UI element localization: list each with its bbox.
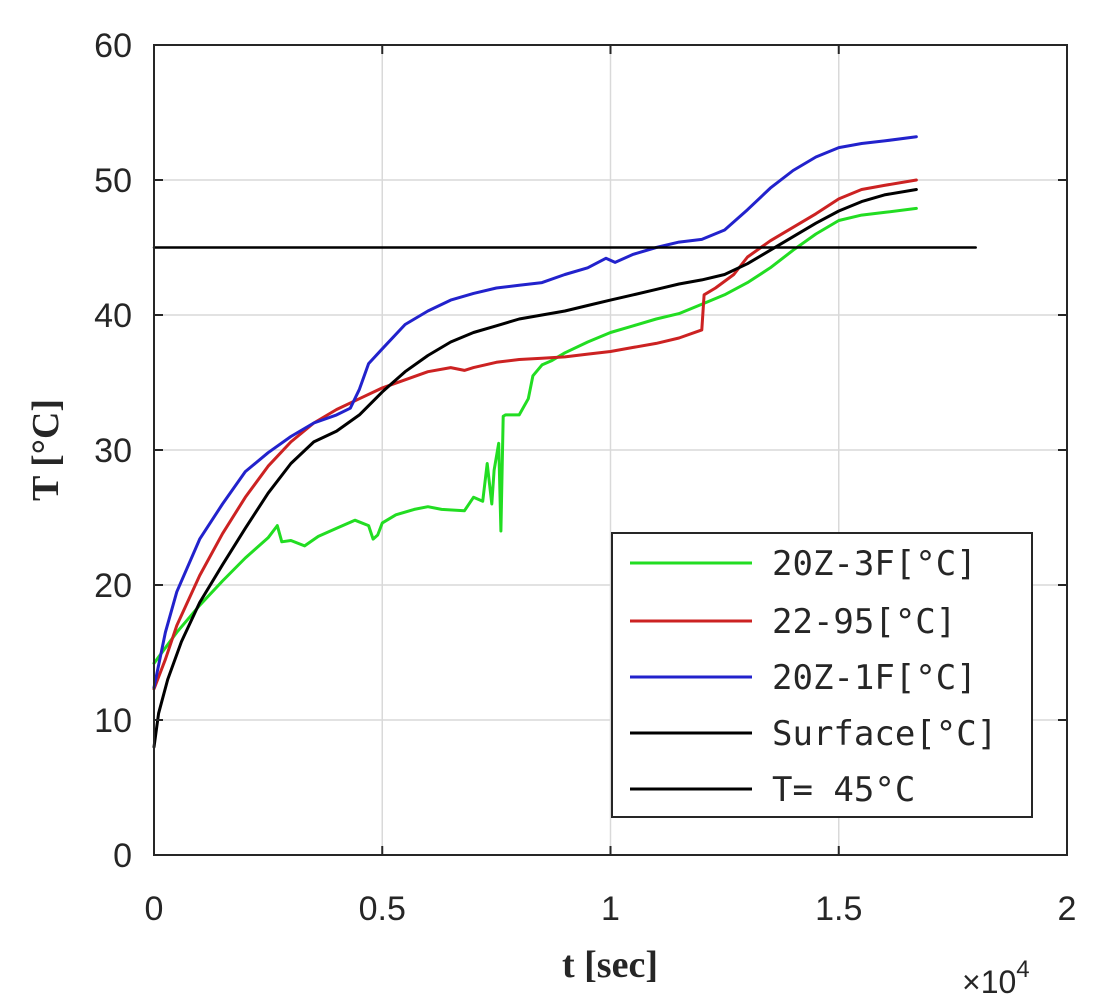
y-tick-label: 50 [94,162,132,200]
y-tick-label: 60 [94,27,132,65]
x-tick-label: 0.5 [359,890,406,928]
y-tick-label: 20 [94,567,132,605]
x-tick-label: 1 [601,890,620,928]
x-tick-label: 2 [1058,890,1077,928]
y-tick-label: 30 [94,432,132,470]
series-line-2 [152,178,918,691]
x-axis-multiplier: ×104 [962,956,1030,1000]
x-tick-label: 1.5 [815,890,862,928]
legend-entry-label: T= 45°C [772,770,915,810]
series-line-1 [152,206,918,665]
y-axis-label: T [°C] [25,399,67,501]
x-multiplier-exponent: 4 [1016,956,1029,983]
y-tick-label: 40 [94,297,132,335]
legend-entry-label: 22-95[°C] [772,602,956,642]
legend-entry-label: 20Z-3F[°C] [772,544,977,584]
x-axis-label: t [sec] [562,944,658,986]
legend-entry-label: Surface[°C] [772,714,997,754]
y-tick-label: 10 [94,702,132,740]
legend-box [611,532,1033,818]
series-line-3 [152,135,918,690]
series-group [152,135,977,749]
x-multiplier-base: ×10 [962,964,1016,1000]
y-tick-label: 0 [113,837,132,875]
legend-entry-label: 20Z-1F[°C] [772,658,977,698]
grid-lines [154,45,1067,855]
x-tick-label: 0 [145,890,164,928]
legend: 20Z-3F[°C] 22-95[°C] 20Z-1F[°C] Surface[°C]… [611,532,1033,818]
